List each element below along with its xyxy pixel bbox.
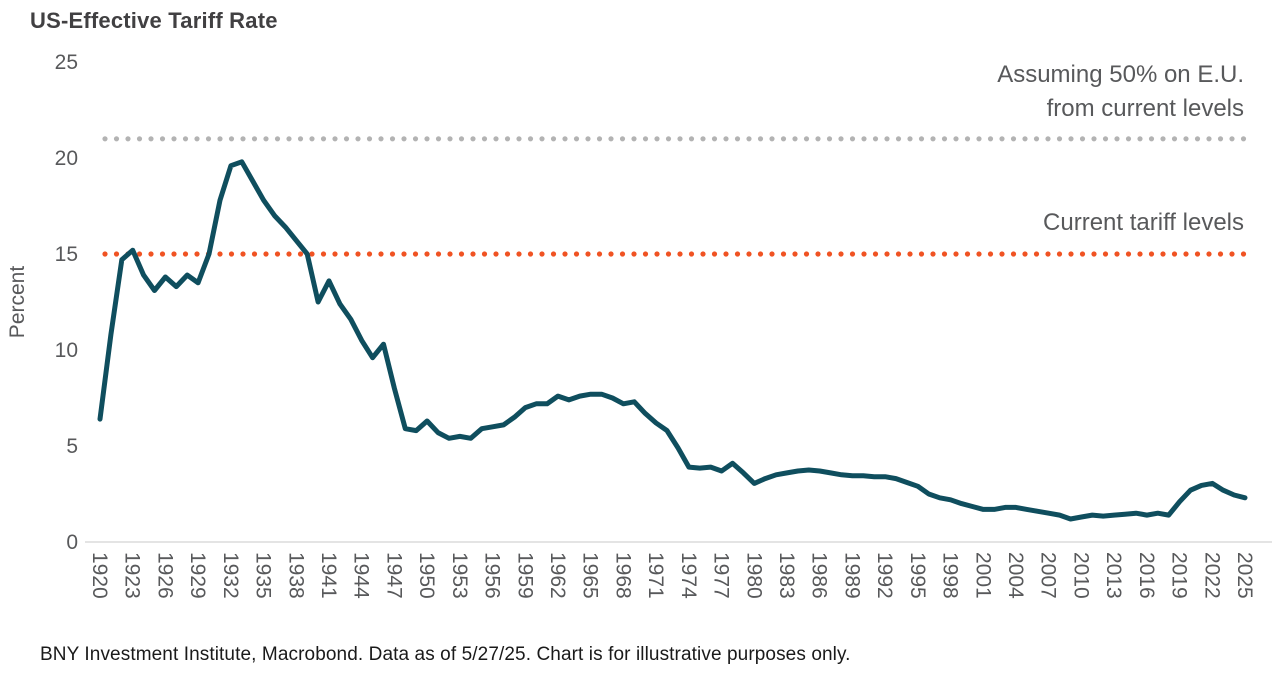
x-axis-tick-label: 2025 (1233, 552, 1256, 599)
x-axis-tick-label: 1920 (88, 552, 111, 599)
x-axis-tick-label: 1974 (677, 552, 700, 599)
x-axis-tick-label: 1956 (481, 552, 504, 599)
x-axis-tick-label: 1977 (710, 552, 733, 599)
x-axis-tick-label: 1995 (906, 552, 929, 599)
x-axis-tick-label: 1950 (415, 552, 438, 599)
x-axis-tick-label: 1971 (644, 552, 667, 599)
annotation-current-tariff: Current tariff levels (1043, 209, 1244, 236)
x-axis-tick-label: 1941 (317, 552, 340, 599)
x-axis-tick-label: 1944 (350, 552, 373, 599)
x-axis-tick-label: 1962 (546, 552, 569, 599)
y-axis-tick-label: 25 (55, 51, 78, 74)
x-axis-tick-label: 1998 (939, 552, 962, 599)
x-axis-tick-label: 2001 (971, 552, 994, 599)
x-axis-tick-label: 1938 (284, 552, 307, 599)
x-axis-tick-label: 1965 (579, 552, 602, 599)
x-axis-tick-label: 1959 (513, 552, 536, 599)
x-axis-tick-label: 1932 (219, 552, 242, 599)
x-axis-tick-label: 1983 (775, 552, 798, 599)
y-axis-tick-label: 10 (55, 339, 78, 362)
chart-title: US-Effective Tariff Rate (30, 8, 278, 33)
x-axis-tick-label: 1992 (873, 552, 896, 599)
x-axis-tick-label: 2016 (1135, 552, 1158, 599)
x-axis-tick-label: 2022 (1200, 552, 1223, 599)
x-axis-tick-label: 1980 (742, 552, 765, 599)
x-axis-tick-label: 1947 (382, 552, 405, 599)
x-axis-tick-label: 2007 (1037, 552, 1060, 599)
x-axis-tick-label: 1989 (840, 552, 863, 599)
source-note: BNY Investment Institute, Macrobond. Dat… (40, 644, 851, 665)
x-axis-tick-label: 1929 (186, 552, 209, 599)
tariff-rate-line (97, 159, 1248, 522)
x-axis-tick-label: 2004 (1004, 552, 1027, 599)
x-axis-tick-label: 2013 (1102, 552, 1125, 599)
y-axis-tick-label: 5 (66, 435, 78, 458)
annotation-assumed-tariff: Assuming 50% on E.U. from current levels (997, 58, 1244, 126)
annotation-assumed-line2: from current levels (1046, 95, 1244, 122)
y-axis-tick-label: 0 (66, 531, 78, 554)
y-axis-tick-label: 20 (55, 147, 78, 170)
annotation-assumed-line1: Assuming 50% on E.U. (997, 61, 1244, 88)
x-axis-tick-label: 1923 (121, 552, 144, 599)
x-axis-tick-label: 1953 (448, 552, 471, 599)
x-axis-tick-label: 1926 (153, 552, 176, 599)
x-axis-tick-label: 1935 (252, 552, 275, 599)
x-axis-tick-label: 1986 (808, 552, 831, 599)
x-axis-tick-label: 2019 (1168, 552, 1191, 599)
x-axis-tick-label: 2010 (1069, 552, 1092, 599)
y-axis-title: Percent (6, 266, 29, 339)
y-axis-tick-label: 15 (55, 243, 78, 266)
x-axis-tick-label: 1968 (611, 552, 634, 599)
